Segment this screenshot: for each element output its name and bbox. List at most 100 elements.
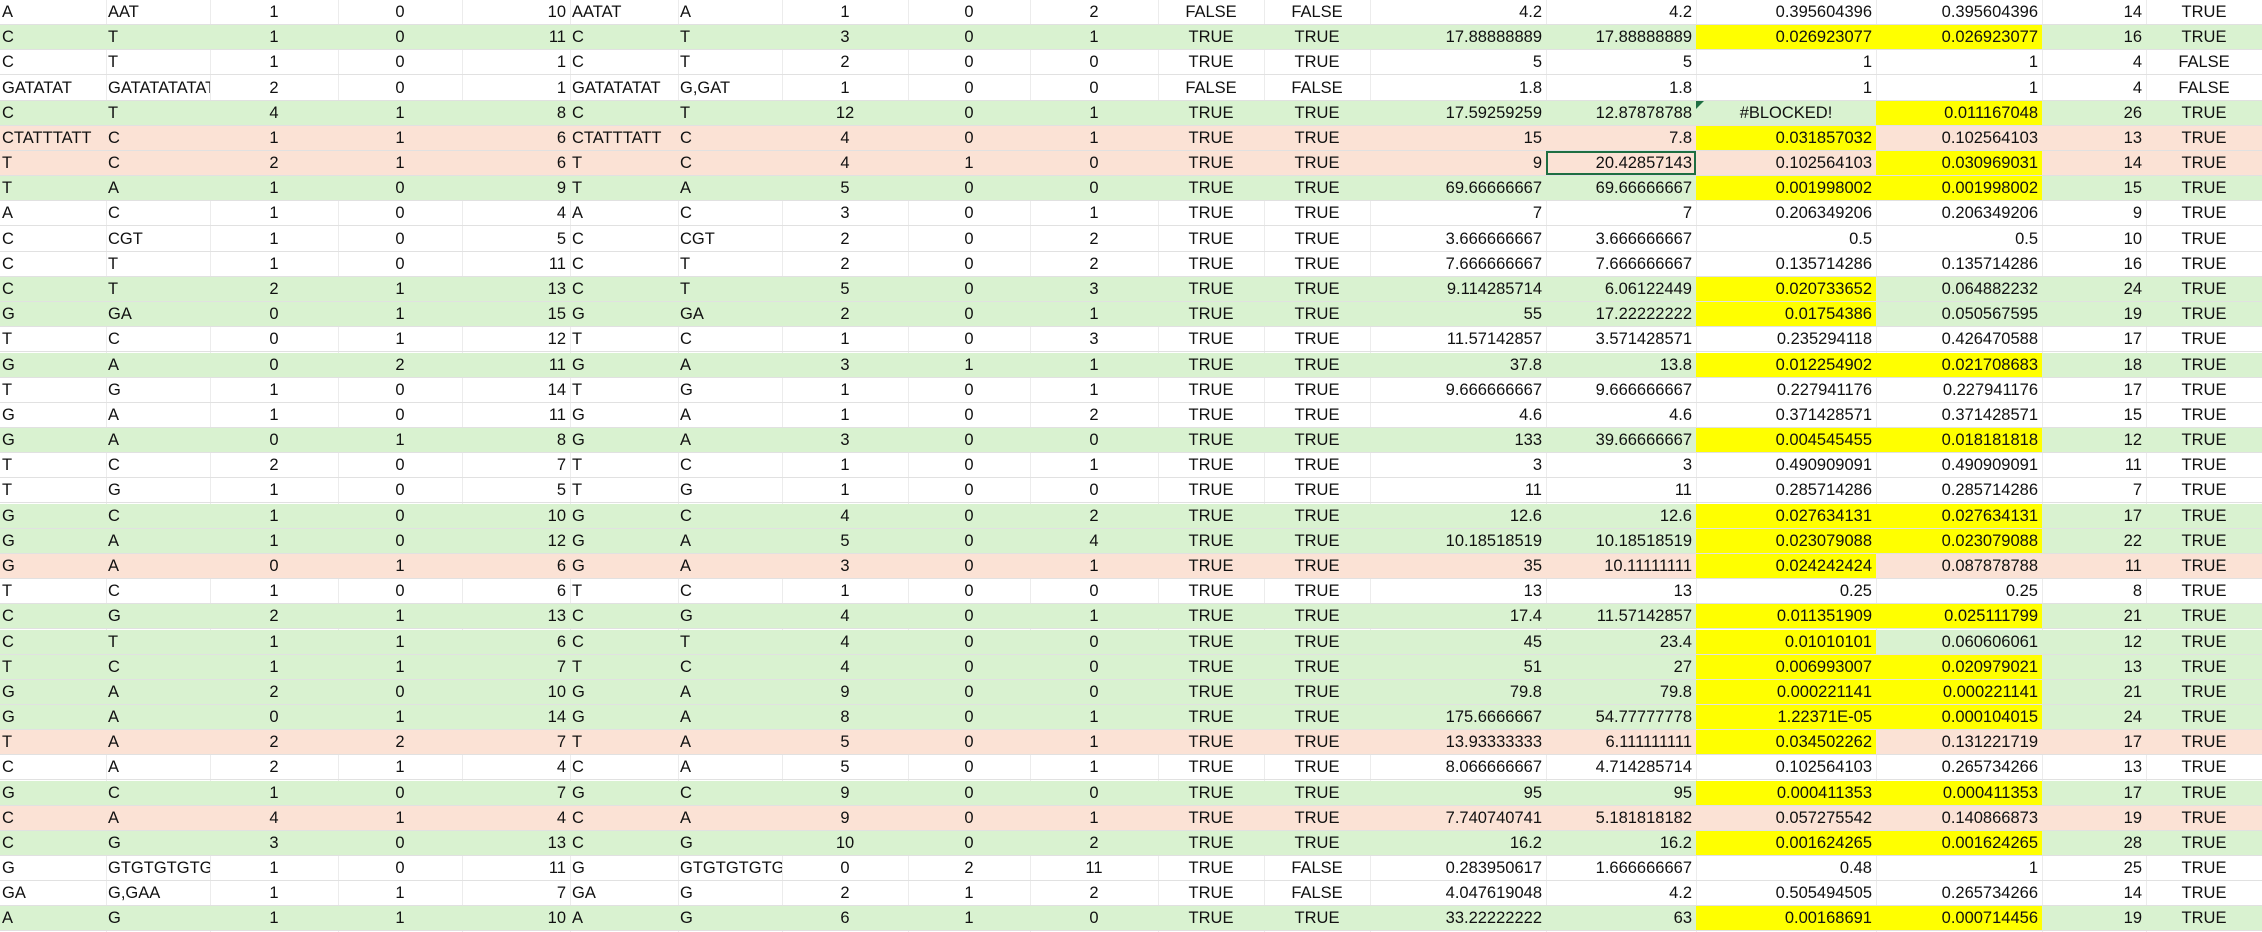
grid-cell[interactable]: 9 bbox=[840, 783, 850, 802]
grid-cell[interactable]: 0 bbox=[269, 355, 279, 374]
grid-cell[interactable]: CGT bbox=[108, 229, 143, 248]
grid-cell[interactable]: #BLOCKED! bbox=[1739, 103, 1833, 122]
grid-cell[interactable]: 4 bbox=[840, 607, 850, 626]
grid-cell[interactable]: 1 bbox=[269, 405, 279, 424]
grid-cell[interactable]: TRUE bbox=[1188, 179, 1234, 198]
grid-cell[interactable]: 12.6 bbox=[1509, 506, 1542, 525]
grid-cell[interactable]: 0 bbox=[840, 859, 850, 878]
grid-cell[interactable]: A bbox=[680, 733, 692, 752]
grid-cell[interactable]: A bbox=[680, 708, 692, 727]
grid-cell[interactable]: 0.227941176 bbox=[1776, 380, 1872, 399]
grid-cell[interactable]: 7.8 bbox=[1669, 128, 1692, 147]
grid-cell[interactable]: 2 bbox=[840, 254, 850, 273]
grid-cell[interactable]: A bbox=[108, 405, 120, 424]
grid-cell[interactable]: C bbox=[2, 279, 14, 298]
grid-cell[interactable]: 4 bbox=[1089, 531, 1099, 550]
grid-cell[interactable]: 17 bbox=[2123, 783, 2142, 802]
grid-cell[interactable]: TRUE bbox=[1294, 582, 1340, 601]
grid-cell[interactable]: 0 bbox=[395, 531, 405, 550]
grid-cell[interactable]: TRUE bbox=[1188, 28, 1234, 47]
grid-cell[interactable]: C bbox=[108, 783, 120, 802]
grid-cell[interactable]: 7 bbox=[1532, 204, 1542, 223]
grid-cell[interactable]: 0.000411353 bbox=[1876, 780, 2042, 805]
grid-cell[interactable]: 12 bbox=[835, 103, 855, 122]
grid-cell[interactable]: TRUE bbox=[2181, 607, 2227, 626]
grid-cell[interactable]: TRUE bbox=[1294, 204, 1340, 223]
grid-cell[interactable]: TRUE bbox=[2181, 279, 2227, 298]
grid-cell[interactable]: 3 bbox=[840, 355, 850, 374]
grid-cell[interactable]: 0.265734266 bbox=[1941, 884, 2038, 903]
grid-cell[interactable]: TRUE bbox=[2181, 833, 2227, 852]
grid-cell[interactable]: 0 bbox=[964, 28, 974, 47]
grid-cell[interactable]: 11.57142857 bbox=[1446, 330, 1542, 349]
grid-cell[interactable]: 8.066666667 bbox=[1445, 758, 1542, 777]
grid-cell[interactable]: 1 bbox=[964, 884, 974, 903]
grid-cell[interactable]: 0.023079088 bbox=[1696, 528, 1876, 553]
grid-cell[interactable]: 1 bbox=[395, 884, 405, 903]
grid-cell[interactable]: TRUE bbox=[2181, 783, 2227, 802]
grid-cell[interactable]: 79.8 bbox=[1659, 682, 1692, 701]
grid-cell[interactable]: 1 bbox=[269, 229, 279, 248]
grid-cell[interactable]: 0.025111799 bbox=[1876, 604, 2042, 629]
grid-cell[interactable]: 1 bbox=[269, 582, 279, 601]
grid-cell[interactable]: 0 bbox=[269, 556, 279, 575]
grid-cell[interactable]: TRUE bbox=[1294, 154, 1340, 173]
grid-cell[interactable]: 0.001624265 bbox=[1696, 830, 1876, 855]
grid-cell[interactable]: TRUE bbox=[1188, 708, 1234, 727]
grid-cell[interactable]: 13 bbox=[2123, 657, 2142, 676]
grid-cell[interactable]: 0.285714286 bbox=[1941, 481, 2038, 500]
grid-cell[interactable]: C bbox=[108, 657, 120, 676]
grid-cell[interactable]: TRUE bbox=[1188, 279, 1234, 298]
grid-cell[interactable]: 19 bbox=[2123, 909, 2142, 928]
grid-cell[interactable]: C bbox=[2, 254, 14, 273]
grid-cell[interactable]: 1 bbox=[840, 405, 850, 424]
grid-cell[interactable]: C bbox=[572, 808, 584, 827]
grid-cell[interactable]: 2 bbox=[395, 355, 405, 374]
grid-cell[interactable]: A bbox=[572, 909, 584, 928]
grid-cell[interactable]: 7 bbox=[556, 733, 566, 752]
grid-cell[interactable]: 5 bbox=[556, 481, 566, 500]
grid-cell[interactable]: 1 bbox=[1089, 808, 1099, 827]
grid-cell[interactable]: 0.140866873 bbox=[1941, 808, 2038, 827]
grid-cell[interactable]: 0.020733652 bbox=[1696, 276, 1876, 301]
grid-cell[interactable]: TRUE bbox=[1188, 431, 1234, 450]
grid-cell[interactable]: 4 bbox=[840, 154, 850, 173]
grid-cell[interactable]: 4 bbox=[269, 103, 279, 122]
grid-cell[interactable]: 0.505494505 bbox=[1775, 884, 1872, 903]
grid-cell[interactable]: 7 bbox=[556, 657, 566, 676]
grid-cell[interactable]: C bbox=[108, 330, 120, 349]
grid-cell[interactable]: TRUE bbox=[1294, 531, 1340, 550]
grid-cell[interactable]: T bbox=[572, 380, 583, 399]
grid-cell[interactable]: TRUE bbox=[1294, 431, 1340, 450]
grid-cell[interactable]: 2 bbox=[840, 53, 850, 72]
grid-cell[interactable]: 0.026923077 bbox=[1696, 25, 1876, 50]
grid-cell[interactable]: 1 bbox=[840, 330, 850, 349]
grid-cell[interactable]: C bbox=[572, 28, 584, 47]
grid-cell[interactable]: C bbox=[680, 330, 692, 349]
grid-cell[interactable]: FALSE bbox=[1291, 78, 1343, 97]
grid-cell[interactable]: A bbox=[108, 708, 120, 727]
grid-cell[interactable]: 0.060606061 bbox=[1941, 632, 2038, 651]
grid-cell[interactable]: 6 bbox=[556, 556, 566, 575]
grid-cell[interactable]: 0.023079088 bbox=[1876, 528, 2042, 553]
grid-cell[interactable]: 0 bbox=[269, 708, 279, 727]
grid-cell[interactable]: 7 bbox=[1682, 204, 1692, 223]
grid-cell[interactable]: 0.001624265 bbox=[1876, 830, 2042, 855]
grid-cell[interactable]: 0 bbox=[964, 531, 974, 550]
grid-cell[interactable]: 1 bbox=[1089, 708, 1099, 727]
grid-cell[interactable]: 17 bbox=[2123, 733, 2142, 752]
grid-cell[interactable]: 15 bbox=[1523, 128, 1542, 147]
grid-cell[interactable]: 7 bbox=[556, 783, 566, 802]
grid-cell[interactable]: G bbox=[680, 833, 693, 852]
grid-cell[interactable]: 0 bbox=[1089, 78, 1099, 97]
grid-cell[interactable]: 13 bbox=[2123, 758, 2142, 777]
grid-cell[interactable]: 0.000221141 bbox=[1696, 679, 1876, 704]
grid-cell[interactable]: 0 bbox=[1089, 154, 1099, 173]
grid-cell[interactable]: 14 bbox=[2123, 884, 2142, 903]
grid-cell[interactable]: 95 bbox=[1673, 783, 1692, 802]
grid-cell[interactable]: G bbox=[572, 783, 585, 802]
grid-cell[interactable]: 1.666666667 bbox=[1595, 859, 1692, 878]
grid-cell[interactable]: 17.4 bbox=[1509, 607, 1542, 626]
grid-cell[interactable]: 0.490909091 bbox=[1941, 456, 2038, 475]
grid-cell[interactable]: G,GAA bbox=[108, 884, 161, 903]
